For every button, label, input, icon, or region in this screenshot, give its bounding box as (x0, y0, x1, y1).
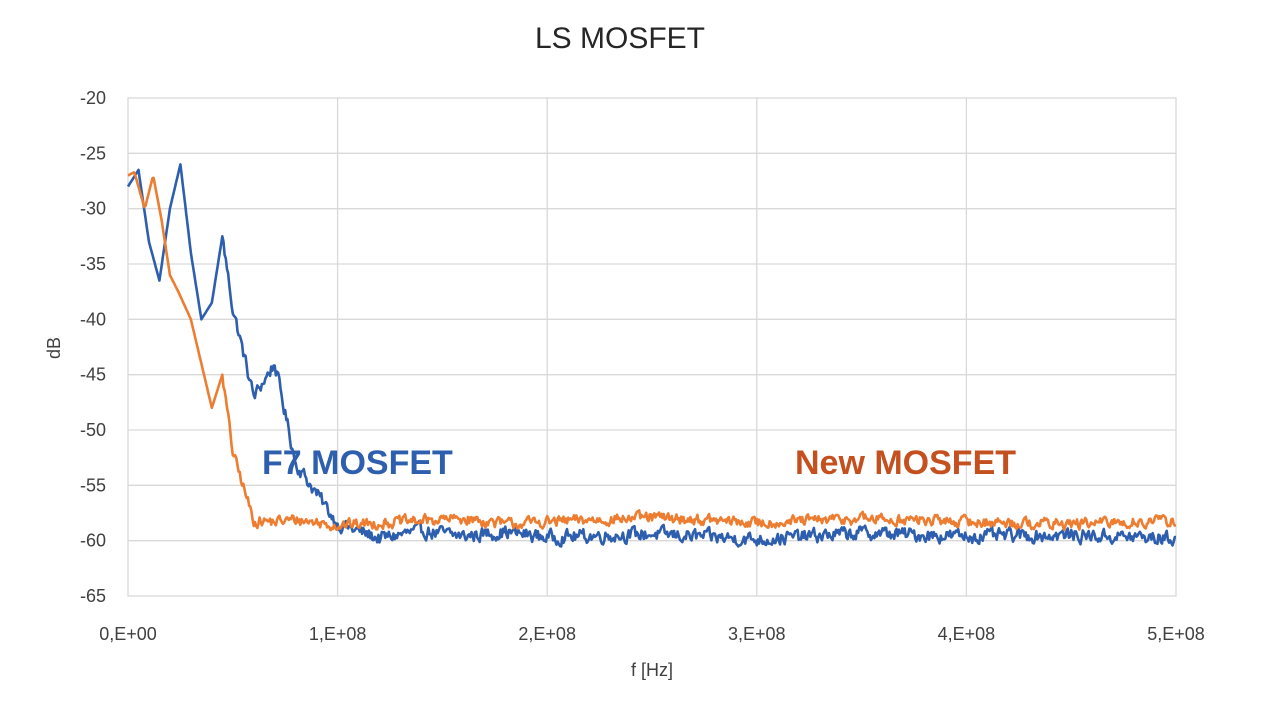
y-tick-label: -60 (80, 531, 106, 551)
series-line-f7-mosfet (126, 163, 1177, 548)
annotation-f7-mosfet: F7 MOSFET (262, 444, 453, 482)
series-line-new-mosfet (127, 171, 1177, 532)
y-tick-label: -50 (80, 420, 106, 440)
y-tick-label: -55 (80, 475, 106, 495)
y-tick-label: -45 (80, 365, 106, 385)
x-tick-label: 2,E+08 (518, 624, 576, 644)
x-tick-label: 4,E+08 (938, 624, 996, 644)
y-axis-ticks: -20 -25 -30 -35 -40 -45 -50 -55 -60 -65 (80, 88, 106, 606)
series-layer (126, 163, 1177, 548)
y-tick-label: -20 (80, 88, 106, 108)
x-axis-label: f [Hz] (631, 660, 673, 680)
chart-title: LS MOSFET (535, 22, 705, 55)
y-axis-label: dB (44, 337, 64, 359)
x-tick-label: 3,E+08 (728, 624, 786, 644)
y-tick-label: -35 (80, 254, 106, 274)
x-tick-label: 0,E+00 (99, 624, 157, 644)
y-tick-label: -30 (80, 199, 106, 219)
x-tick-label: 5,E+08 (1147, 624, 1205, 644)
x-tick-label: 1,E+08 (309, 624, 367, 644)
y-tick-label: -25 (80, 143, 106, 163)
y-tick-label: -65 (80, 586, 106, 606)
x-axis-ticks: 0,E+00 1,E+08 2,E+08 3,E+08 4,E+08 5,E+08 (99, 624, 1205, 644)
y-tick-label: -40 (80, 309, 106, 329)
plot-area-frame (127, 97, 1177, 597)
annotation-new-mosfet: New MOSFET (795, 444, 1016, 482)
grid (128, 98, 1176, 596)
